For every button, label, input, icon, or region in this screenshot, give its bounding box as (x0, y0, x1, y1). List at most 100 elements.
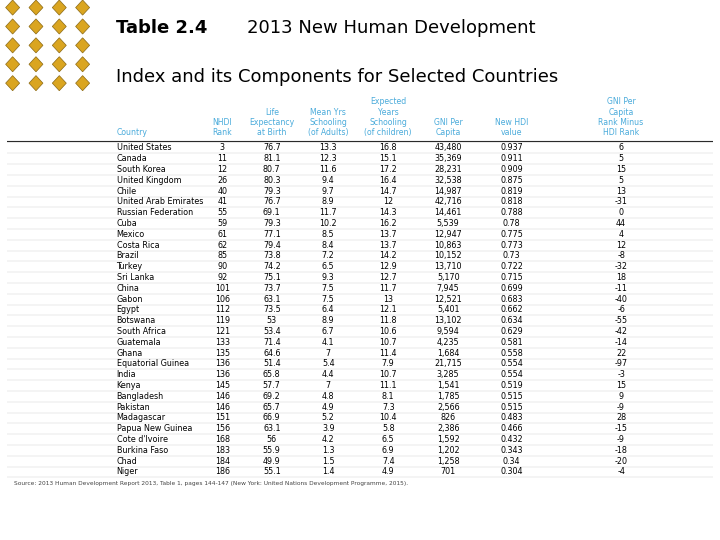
Text: Copyright ©2015 Pearson Education, Inc. All rights reserved.: Copyright ©2015 Pearson Education, Inc. … (11, 516, 330, 525)
Text: 55.1: 55.1 (263, 468, 281, 476)
Text: 8.5: 8.5 (322, 230, 335, 239)
Text: 1,684: 1,684 (437, 349, 459, 357)
Text: 63.1: 63.1 (263, 424, 281, 433)
Text: 3,285: 3,285 (437, 370, 459, 379)
Text: Capita: Capita (608, 107, 634, 117)
Text: 14.2: 14.2 (379, 252, 397, 260)
Text: 145: 145 (215, 381, 230, 390)
Text: 11.6: 11.6 (320, 165, 337, 174)
Text: 121: 121 (215, 327, 230, 336)
Text: -3: -3 (617, 370, 625, 379)
Text: 7,945: 7,945 (437, 284, 459, 293)
Text: United States: United States (117, 144, 171, 152)
Text: 168: 168 (215, 435, 230, 444)
Text: 119: 119 (215, 316, 230, 325)
Text: 13: 13 (616, 187, 626, 195)
Polygon shape (29, 19, 43, 34)
Text: Capita: Capita (436, 128, 461, 137)
Text: Bangladesh: Bangladesh (117, 392, 163, 401)
Text: Mexico: Mexico (117, 230, 145, 239)
Text: 0.699: 0.699 (500, 284, 523, 293)
Text: 8.9: 8.9 (322, 198, 335, 206)
Text: Burkina Faso: Burkina Faso (117, 446, 168, 455)
Text: (of Adults): (of Adults) (308, 128, 348, 137)
Polygon shape (76, 57, 89, 72)
Text: 77.1: 77.1 (263, 230, 281, 239)
Text: Ghana: Ghana (117, 349, 143, 357)
Text: 53: 53 (266, 316, 277, 325)
Text: -4: -4 (617, 468, 625, 476)
Text: 7.9: 7.9 (382, 360, 395, 368)
Text: 12.1: 12.1 (379, 306, 397, 314)
Text: 61: 61 (217, 230, 228, 239)
Polygon shape (29, 57, 43, 72)
Text: 0.343: 0.343 (500, 446, 523, 455)
Polygon shape (6, 0, 19, 15)
Text: Life: Life (265, 107, 279, 117)
Text: 0.722: 0.722 (500, 262, 523, 271)
Text: 56: 56 (266, 435, 277, 444)
Text: 6.7: 6.7 (322, 327, 335, 336)
Text: 12: 12 (217, 165, 228, 174)
Text: Cote d'Ivoire: Cote d'Ivoire (117, 435, 168, 444)
Polygon shape (76, 38, 89, 53)
Text: Schooling: Schooling (310, 118, 347, 127)
Text: 66.9: 66.9 (263, 414, 281, 422)
Text: Madagascar: Madagascar (117, 414, 166, 422)
Text: 10.4: 10.4 (379, 414, 397, 422)
Text: Kenya: Kenya (117, 381, 141, 390)
Text: (of children): (of children) (364, 128, 412, 137)
Text: 4.9: 4.9 (382, 468, 395, 476)
Text: 43,480: 43,480 (434, 144, 462, 152)
Text: 13.7: 13.7 (379, 230, 397, 239)
Text: 4.8: 4.8 (322, 392, 335, 401)
Text: Equatorial Guinea: Equatorial Guinea (117, 360, 189, 368)
Text: 701: 701 (441, 468, 456, 476)
Text: 0.911: 0.911 (500, 154, 523, 163)
Text: 42,716: 42,716 (434, 198, 462, 206)
Text: Gabon: Gabon (117, 295, 143, 303)
Text: 0.819: 0.819 (500, 187, 523, 195)
Text: 0.629: 0.629 (500, 327, 523, 336)
Text: 106: 106 (215, 295, 230, 303)
Text: 16.2: 16.2 (379, 219, 397, 228)
Text: New HDI: New HDI (495, 118, 528, 127)
Text: 14.7: 14.7 (379, 187, 397, 195)
Text: 184: 184 (215, 457, 230, 465)
Text: 5.8: 5.8 (382, 424, 395, 433)
Text: 65.7: 65.7 (263, 403, 281, 411)
Text: 0.662: 0.662 (500, 306, 523, 314)
Text: 80.7: 80.7 (263, 165, 281, 174)
Text: 10.7: 10.7 (379, 370, 397, 379)
Text: 0.34: 0.34 (503, 457, 521, 465)
Text: 28: 28 (616, 414, 626, 422)
Text: Papua New Guinea: Papua New Guinea (117, 424, 192, 433)
Polygon shape (29, 38, 43, 53)
Text: 0.466: 0.466 (500, 424, 523, 433)
Text: 15: 15 (616, 165, 626, 174)
Text: 186: 186 (215, 468, 230, 476)
Text: 6.9: 6.9 (382, 446, 395, 455)
Text: 0: 0 (618, 208, 624, 217)
Polygon shape (76, 0, 89, 15)
Text: Botswana: Botswana (117, 316, 156, 325)
Text: 6.5: 6.5 (322, 262, 335, 271)
Text: 69.1: 69.1 (263, 208, 281, 217)
Text: 11.7: 11.7 (379, 284, 397, 293)
Text: Rank: Rank (212, 128, 233, 137)
Text: 14,461: 14,461 (434, 208, 462, 217)
Text: 76.7: 76.7 (263, 198, 281, 206)
Text: 0.558: 0.558 (500, 349, 523, 357)
Text: 44: 44 (616, 219, 626, 228)
Text: 0.775: 0.775 (500, 230, 523, 239)
Text: Egypt: Egypt (117, 306, 140, 314)
Text: 2,386: 2,386 (437, 424, 459, 433)
Text: Guatemala: Guatemala (117, 338, 161, 347)
Text: 11.1: 11.1 (379, 381, 397, 390)
Text: 1.4: 1.4 (322, 468, 335, 476)
Text: 26: 26 (217, 176, 228, 185)
Text: -32: -32 (615, 262, 628, 271)
Text: United Kingdom: United Kingdom (117, 176, 181, 185)
Polygon shape (53, 57, 66, 72)
Text: 51.4: 51.4 (263, 360, 281, 368)
